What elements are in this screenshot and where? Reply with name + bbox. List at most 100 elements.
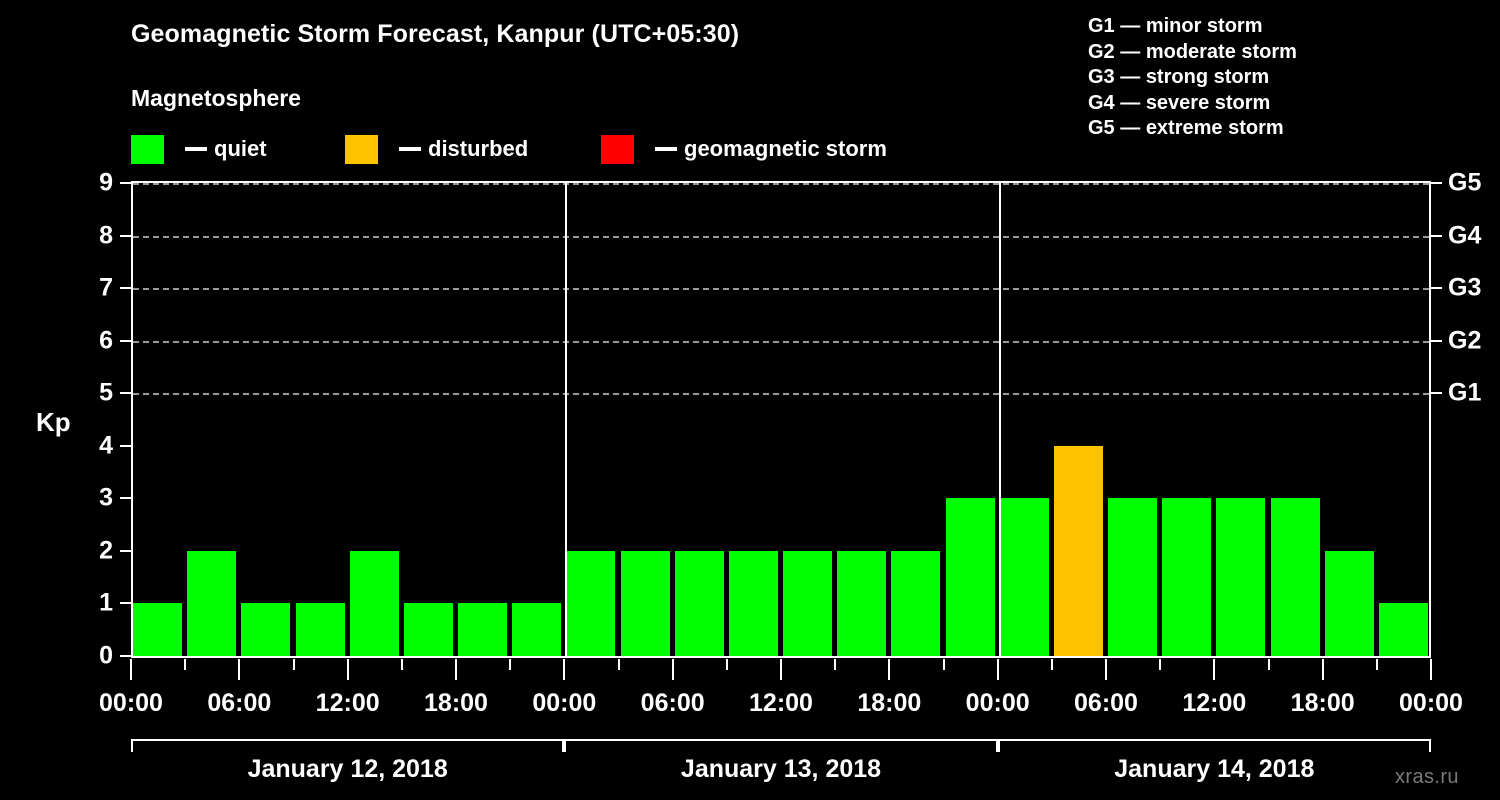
kp-bar[interactable]: [999, 498, 1049, 656]
g-axis-tick: [1431, 392, 1442, 395]
g-separator: —: [1114, 91, 1146, 114]
x-axis-tick-minor: [1267, 659, 1270, 670]
kp-bar[interactable]: [349, 550, 399, 656]
x-axis-label: 00:00: [532, 689, 597, 717]
kp-bar[interactable]: [728, 550, 778, 656]
x-axis-tick-minor: [1375, 659, 1378, 670]
y-axis-label: 8: [99, 221, 113, 250]
g-axis-tick: [1431, 339, 1442, 342]
y-axis-tick: [120, 497, 131, 500]
g-separator: —: [1114, 15, 1146, 37]
g-legend-row-g4: G4 — severe storm: [1066, 91, 1486, 117]
kp-bar[interactable]: [1324, 550, 1374, 656]
g-axis-tick: [1431, 182, 1442, 184]
y-axis-tick: [120, 602, 131, 605]
g-axis-label: G5: [1448, 168, 1482, 197]
kp-bar[interactable]: [783, 550, 833, 656]
g-code: G4: [1088, 91, 1115, 114]
kp-bar[interactable]: [1270, 498, 1320, 656]
x-axis-tick-major: [671, 659, 674, 680]
x-axis-tick-major: [780, 659, 782, 680]
g-legend-row-g3: G3 — strong storm: [1066, 65, 1486, 91]
legend-item-geomagnetic-storm: geomagnetic storm: [601, 133, 887, 165]
gridline-kp-6: [133, 340, 1429, 343]
date-label: January 12, 2018: [247, 755, 448, 783]
gridline-kp-5: [133, 393, 1429, 396]
x-axis-tick-minor: [725, 659, 728, 670]
g-legend-row-g2: G2 — moderate storm: [1066, 40, 1486, 66]
x-axis-label: 06:00: [207, 689, 272, 717]
kp-bar[interactable]: [891, 550, 941, 656]
legend-label: disturbed: [428, 136, 529, 161]
g-code: G3: [1088, 66, 1115, 88]
x-axis-label: 00:00: [1399, 689, 1463, 717]
g-axis-tick: [1431, 287, 1442, 290]
gridline-kp-9: [133, 183, 1429, 185]
x-axis-tick-major: [455, 659, 457, 680]
day-separator: [998, 183, 1001, 656]
kp-bar[interactable]: [403, 603, 453, 656]
kp-bar[interactable]: [512, 603, 562, 656]
x-axis-label: 00:00: [99, 689, 163, 717]
kp-bar[interactable]: [945, 498, 995, 656]
kp-bar[interactable]: [837, 550, 887, 656]
x-axis-label: 18:00: [424, 689, 488, 717]
g-axis-label: G3: [1448, 273, 1482, 302]
y-axis-tick: [120, 392, 131, 395]
g-axis-label: G4: [1448, 221, 1482, 250]
y-axis-tick: [120, 339, 131, 342]
x-axis-tick-minor: [617, 659, 620, 670]
kp-bar[interactable]: [295, 603, 345, 656]
x-axis-label: 18:00: [857, 689, 922, 717]
disturbed-swatch: [345, 134, 378, 164]
g-code: G1: [1088, 15, 1115, 37]
x-axis-label: 12:00: [315, 689, 380, 717]
y-axis-label: 0: [99, 641, 113, 670]
gridline-kp-8: [133, 235, 1429, 238]
g-description: moderate storm: [1145, 40, 1297, 63]
x-axis-label: 12:00: [749, 689, 813, 717]
g-axis-label: G2: [1448, 326, 1482, 355]
x-axis-tick-major: [1321, 659, 1324, 680]
date-bracket: [131, 739, 565, 752]
x-axis-tick-major: [130, 659, 132, 680]
day-separator: [565, 183, 568, 656]
g-legend-row-g1: G1 — minor storm: [1066, 14, 1486, 40]
date-label: January 14, 2018: [1114, 755, 1315, 783]
kp-bar[interactable]: [620, 550, 670, 656]
g-scale-legend: G1 — minor storm G2 — moderate storm G3 — …: [1066, 14, 1486, 142]
x-axis-tick-major: [888, 659, 891, 680]
g-code: G5: [1088, 117, 1115, 139]
kp-bar[interactable]: [458, 603, 508, 656]
y-axis-label: 7: [99, 273, 113, 302]
kp-bar[interactable]: [1053, 445, 1103, 656]
legend-dash-icon: [655, 147, 677, 151]
date-label: January 13, 2018: [680, 755, 882, 783]
y-axis-label: 9: [99, 168, 113, 197]
g-description: strong storm: [1145, 66, 1270, 88]
g-code: G2: [1088, 40, 1115, 63]
kp-bar[interactable]: [566, 550, 616, 656]
kp-bar[interactable]: [1108, 498, 1158, 656]
legend-dash-icon: [399, 147, 421, 151]
legend-dash-icon: [185, 147, 207, 151]
x-axis-tick-minor: [509, 659, 512, 670]
legend-item-disturbed: disturbed: [345, 133, 528, 165]
x-axis-label: 18:00: [1290, 689, 1355, 717]
kp-bar[interactable]: [1216, 498, 1266, 656]
y-axis-tick: [120, 287, 131, 290]
storm-swatch: [601, 134, 634, 164]
legend-label: geomagnetic storm: [684, 136, 887, 161]
y-axis-title: Kp: [36, 407, 71, 437]
watermark: xras.ru: [1395, 766, 1459, 788]
kp-bar[interactable]: [1378, 603, 1428, 656]
kp-bar[interactable]: [187, 550, 237, 656]
x-axis-tick-major: [346, 659, 349, 680]
kp-bar[interactable]: [133, 603, 183, 656]
kp-bar[interactable]: [241, 603, 291, 656]
x-axis-tick-minor: [1159, 659, 1162, 670]
kp-bar[interactable]: [674, 550, 724, 656]
kp-bar[interactable]: [1162, 498, 1212, 656]
y-axis-tick: [120, 655, 131, 657]
